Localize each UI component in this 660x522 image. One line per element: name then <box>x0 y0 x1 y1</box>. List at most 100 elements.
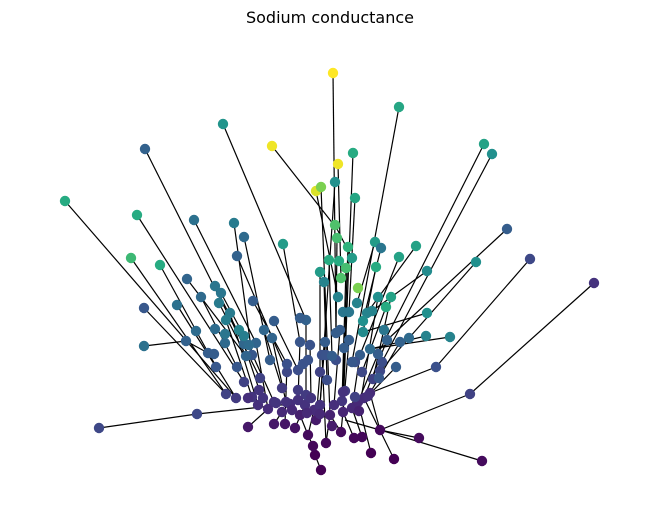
graph-edge <box>143 307 227 395</box>
graph-node <box>257 392 269 404</box>
graph-node <box>394 336 406 348</box>
graph-node <box>335 272 347 284</box>
graph-node <box>314 366 326 378</box>
graph-edge <box>379 429 420 439</box>
graph-node <box>242 392 254 404</box>
graph-edge <box>361 306 387 373</box>
graph-edge <box>143 340 187 347</box>
graph-node <box>254 372 266 384</box>
graph-node <box>372 348 384 360</box>
graph-edge <box>328 259 333 357</box>
graph-node <box>328 399 340 411</box>
graph-node <box>375 242 387 254</box>
graph-node <box>388 453 400 465</box>
graph-node <box>210 361 222 373</box>
graph-node <box>346 252 358 264</box>
graph-node <box>366 305 378 317</box>
graph-edge <box>252 300 288 365</box>
graph-node <box>356 431 368 443</box>
graph-node <box>209 323 221 335</box>
graph-node <box>276 382 288 394</box>
graph-edge <box>469 282 595 395</box>
graph-node <box>374 424 386 436</box>
graph-node <box>413 432 425 444</box>
graph-node <box>501 223 513 235</box>
graph-node <box>301 407 313 419</box>
graph-node <box>393 101 405 113</box>
graph-node <box>277 238 289 250</box>
graph-node <box>154 259 166 271</box>
graph-node <box>289 422 301 434</box>
graph-node <box>220 314 232 326</box>
graph-node <box>240 350 252 362</box>
graph-node <box>314 266 326 278</box>
graph-node <box>280 396 292 408</box>
graph-node <box>319 336 331 348</box>
graph-node <box>403 332 415 344</box>
graph-node <box>228 217 240 229</box>
graph-edge <box>130 257 227 395</box>
graph-node <box>266 140 278 152</box>
graph-node <box>302 354 314 366</box>
graph-node <box>264 354 276 366</box>
graph-node <box>318 276 330 288</box>
graph-edge <box>335 237 338 334</box>
graph-node <box>195 291 207 303</box>
graph-node <box>294 312 306 324</box>
graph-node <box>335 426 347 438</box>
graph-node <box>421 307 433 319</box>
graph-node <box>373 372 385 384</box>
graph-edge <box>207 352 237 399</box>
graph-node <box>320 437 332 449</box>
graph-node <box>181 273 193 285</box>
graph-node <box>342 241 354 253</box>
graph-edge <box>386 228 508 341</box>
graph-node <box>279 418 291 430</box>
graph-node <box>315 181 327 193</box>
graph-edge <box>273 320 299 371</box>
graph-edge <box>359 256 400 356</box>
graph-node <box>385 291 397 303</box>
graph-node <box>476 455 488 467</box>
graph-node <box>349 192 361 204</box>
graph-node <box>304 339 316 351</box>
graph-node <box>242 421 254 433</box>
graph-node <box>357 315 369 327</box>
graph-edge <box>236 255 288 373</box>
graph-node <box>302 429 314 441</box>
graph-edge <box>408 261 477 339</box>
graph-node <box>213 297 225 309</box>
graph-node <box>323 254 335 266</box>
graph-node <box>321 374 333 386</box>
graph-node <box>362 390 374 402</box>
graph-node <box>357 326 369 338</box>
graph-node <box>253 384 265 396</box>
graph-edge <box>186 278 246 356</box>
graph-node <box>329 219 341 231</box>
graph-node <box>324 409 336 421</box>
graph-edge <box>379 393 471 431</box>
graph-edge <box>309 344 312 399</box>
graph-node <box>215 287 227 299</box>
graph-node <box>486 148 498 160</box>
graph-node <box>171 299 183 311</box>
graph-edge <box>333 329 341 406</box>
graph-node <box>238 330 250 342</box>
graph-edge <box>136 214 245 383</box>
graph-edge <box>342 152 354 413</box>
graph-node <box>262 403 274 415</box>
graph-edge <box>98 413 198 429</box>
graph-node <box>294 336 306 348</box>
graph-node <box>286 404 298 416</box>
graph-node <box>247 295 259 307</box>
graph-edge <box>193 219 257 344</box>
graph-node <box>340 262 352 274</box>
graph-node <box>347 147 359 159</box>
graph-node <box>421 265 433 277</box>
graph-node <box>131 209 143 221</box>
graph-node <box>188 214 200 226</box>
graph-node <box>93 422 105 434</box>
graph-node <box>209 280 221 292</box>
graph-node <box>343 334 355 346</box>
graph-edge <box>435 258 531 368</box>
